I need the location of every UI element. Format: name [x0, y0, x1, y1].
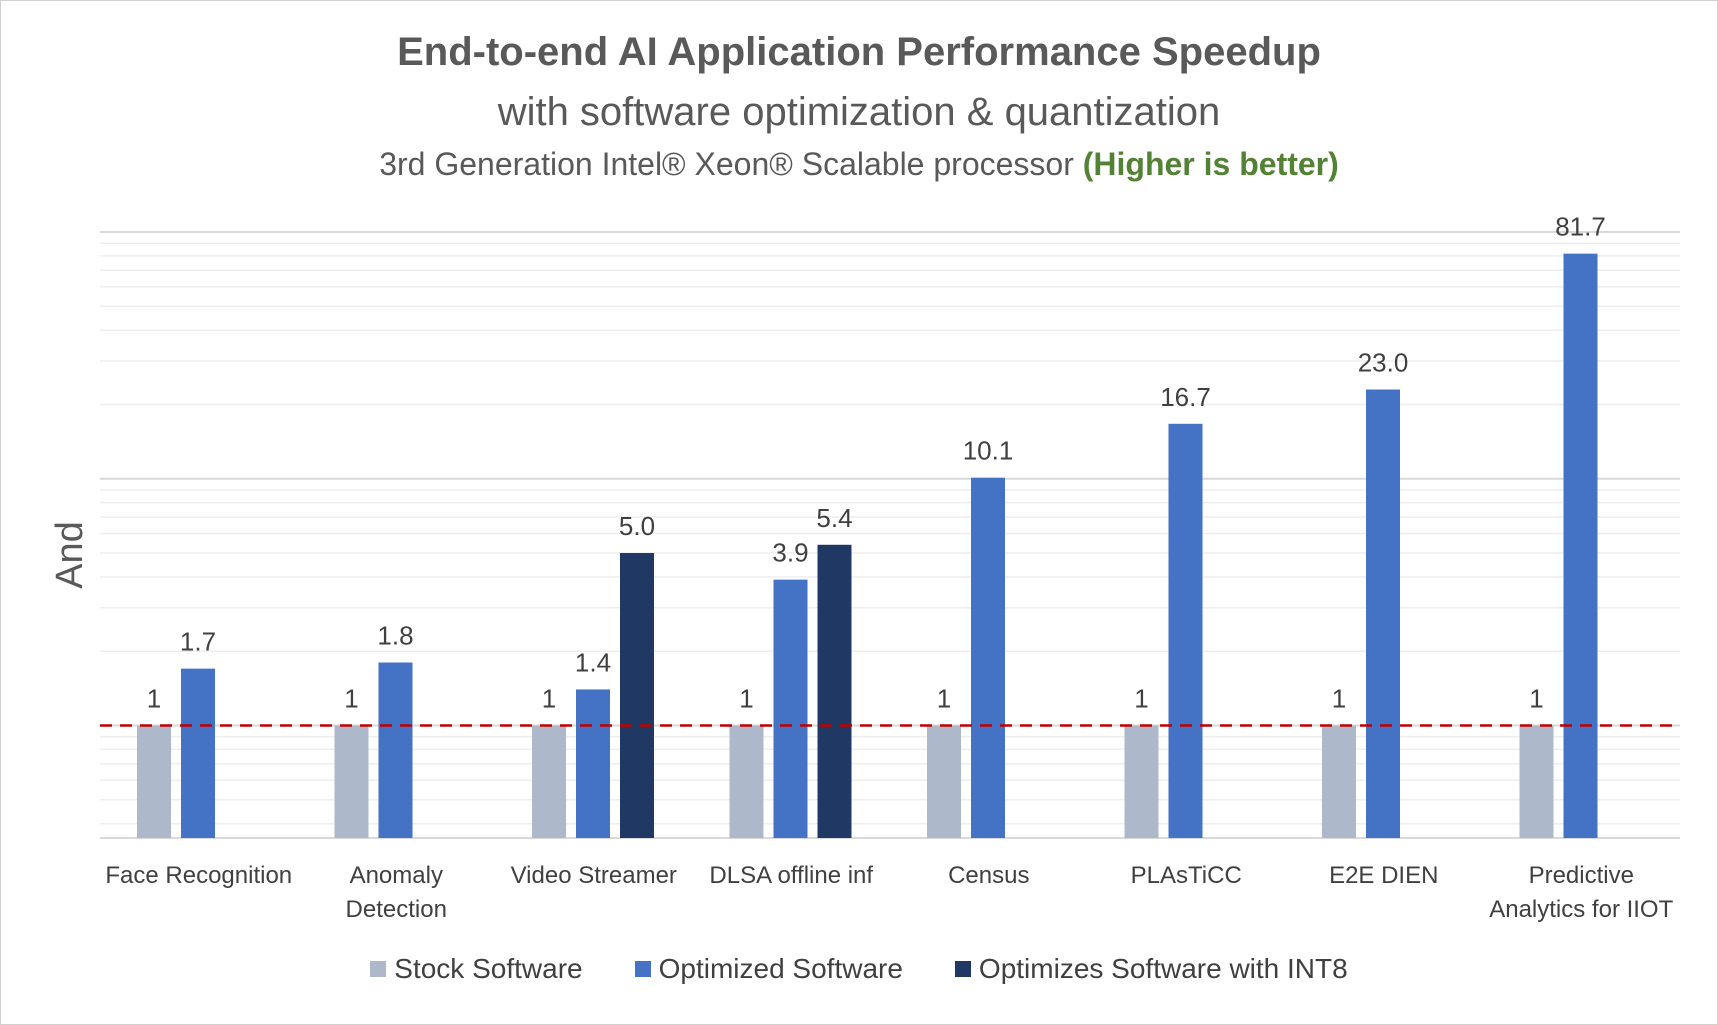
category-label: Face Recognition	[105, 862, 292, 889]
category-label: Census	[948, 862, 1029, 889]
bar	[181, 668, 215, 838]
legend-swatch	[634, 961, 651, 977]
data-label: 3.9	[772, 538, 808, 568]
y-axis-label: And	[49, 521, 91, 589]
legend-item: Optimizes Software with INT8	[954, 953, 1348, 985]
bar	[1124, 725, 1159, 838]
bar	[1563, 253, 1598, 838]
data-label: 10.1	[963, 436, 1014, 466]
legend-item: Optimized Software	[634, 953, 903, 985]
category-label: Video Streamer	[511, 862, 677, 889]
bar	[137, 725, 171, 838]
data-label: 81.7	[1555, 212, 1606, 242]
data-label: 1	[1332, 683, 1346, 713]
bar	[729, 725, 764, 838]
data-label: 1	[1134, 683, 1148, 713]
bar	[334, 725, 369, 838]
category-label: Anomaly	[350, 862, 443, 889]
chart-subtitle-processor: 3rd Generation Intel® Xeon® Scalable pro…	[0, 146, 1718, 183]
category-label: E2E DIEN	[1329, 862, 1438, 889]
data-label: 23.0	[1358, 347, 1409, 377]
subtitle-highlight: (Higher is better)	[1082, 146, 1339, 182]
data-label: 1	[937, 683, 951, 713]
legend-item: Stock Software	[370, 953, 583, 985]
bar	[1168, 423, 1203, 838]
legend-label: Optimized Software	[658, 953, 903, 984]
data-label: 16.7	[1160, 382, 1211, 412]
data-label: 1	[147, 683, 161, 713]
bar	[378, 662, 413, 838]
data-label: 1	[344, 683, 358, 713]
category-label: Detection	[346, 896, 447, 923]
legend-swatch	[954, 961, 971, 977]
category-label: DLSA offline inf	[709, 862, 873, 889]
bar	[620, 553, 654, 838]
bar	[773, 579, 808, 838]
bar	[971, 477, 1005, 838]
bar	[1366, 389, 1400, 838]
data-label: 1.8	[377, 621, 413, 651]
category-label: Predictive	[1529, 862, 1634, 889]
bar	[927, 725, 961, 838]
data-label: 1.4	[575, 647, 611, 677]
bar	[576, 689, 610, 838]
data-label: 5.0	[619, 511, 655, 541]
chart-subtitle: with software optimization & quantizatio…	[497, 90, 1221, 134]
bar	[532, 725, 566, 838]
category-label: Analytics for IIOT	[1489, 896, 1673, 923]
chart-title: End-to-end AI Application Performance Sp…	[397, 30, 1321, 74]
data-label: 1	[739, 683, 753, 713]
data-label: 5.4	[816, 503, 852, 533]
data-label: 1	[1529, 683, 1543, 713]
bar	[817, 544, 852, 838]
legend-label: Optimizes Software with INT8	[978, 953, 1348, 984]
subtitle-processor-text: 3rd Generation Intel® Xeon® Scalable pro…	[379, 146, 1083, 182]
bar	[1322, 725, 1356, 838]
category-label: PLAsTiCC	[1131, 862, 1242, 889]
legend-label: Stock Software	[394, 953, 583, 984]
data-label: 1.7	[180, 627, 216, 657]
legend-swatch	[370, 961, 387, 977]
bar	[1519, 725, 1554, 838]
legend: Stock Software Optimized Software Optimize…	[0, 953, 1718, 985]
data-label: 1	[542, 683, 556, 713]
